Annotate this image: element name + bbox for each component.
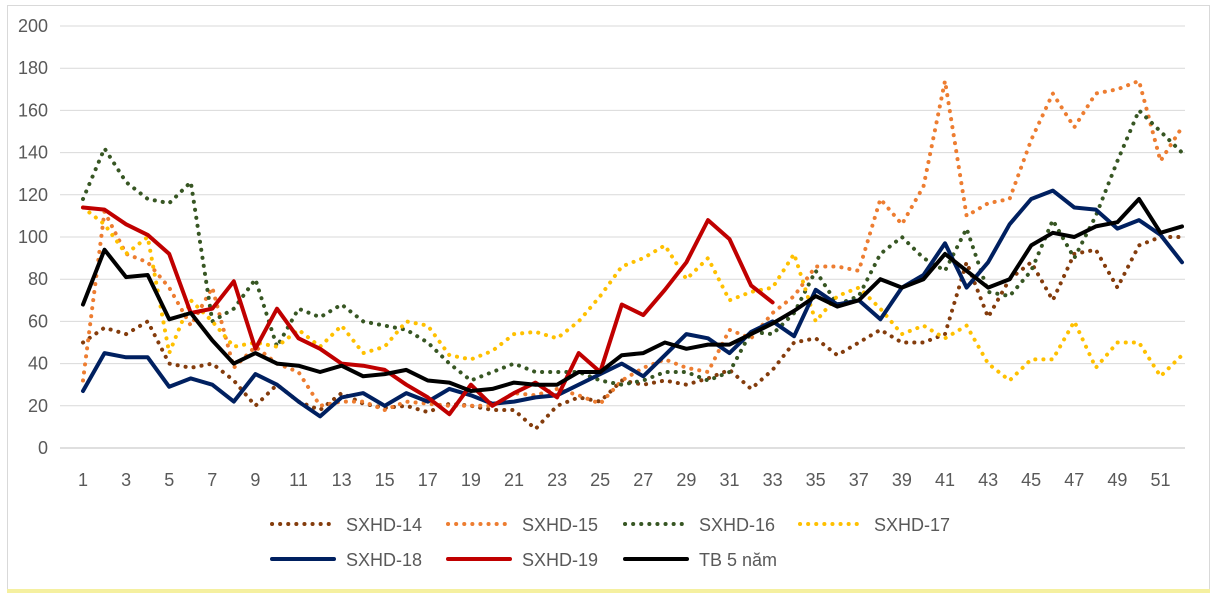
legend-label: TB 5 năm [699,550,777,570]
x-tick-label: 17 [418,470,438,490]
series-line-4 [81,205,1184,383]
x-tick-label: 19 [461,470,481,490]
legend-label: SXHD-18 [346,550,422,570]
x-tick-label: 11 [289,470,308,490]
x-tick-label: 33 [763,470,783,490]
y-tick-label: 0 [38,438,48,458]
series-line-2 [81,78,1184,412]
gridlines [60,25,1185,407]
x-tick-label: 43 [978,470,998,490]
legend-item: SXHD-17 [798,515,950,535]
legend-label: SXHD-14 [346,515,422,535]
y-tick-label: 120 [18,185,48,205]
x-tick-label: 21 [504,470,524,490]
x-tick-label: 49 [1107,470,1127,490]
y-tick-label: 100 [18,227,48,247]
x-tick-label: 5 [164,470,174,490]
legend-label: SXHD-17 [874,515,950,535]
legend-item: SXHD-18 [270,550,422,570]
series-group [81,78,1184,431]
x-tick-label: 47 [1064,470,1084,490]
x-tick-label: 29 [676,470,696,490]
legend-label: SXHD-16 [699,515,775,535]
x-tick-label: 45 [1021,470,1041,490]
x-tick-label: 15 [375,470,395,490]
series-line-5 [81,188,1184,419]
series-line-6 [81,205,775,417]
y-tick-label: 40 [28,354,48,374]
legend-label: SXHD-19 [522,550,598,570]
x-tick-label: 7 [207,470,217,490]
legend-item: SXHD-16 [623,515,775,535]
series-line-1 [81,235,1184,431]
x-tick-label: 39 [892,470,912,490]
x-tick-label: 9 [250,470,260,490]
x-tick-label: 23 [547,470,567,490]
x-tick-label: 35 [806,470,826,490]
y-tick-label: 80 [28,269,48,289]
x-tick-label: 27 [633,470,653,490]
x-axis-ticks: 1 3 5 7 9 11 13 15 17 19 21 23 25 27 29 31 33 35 37 39 41 43 4… [78,470,1171,490]
legend-item: SXHD-15 [446,515,598,535]
series-line-3 [81,108,1184,387]
legend-item: TB 5 năm [623,550,777,570]
x-tick-label: 3 [121,470,131,490]
legend-item: SXHD-14 [270,515,422,535]
x-tick-label: 31 [719,470,739,490]
x-tick-label: 13 [332,470,352,490]
y-tick-label: 20 [28,396,48,416]
x-tick-label: 41 [935,470,955,490]
legend-label: SXHD-15 [522,515,598,535]
x-tick-label: 25 [590,470,610,490]
x-tick-label: 37 [849,470,869,490]
x-tick-label: 51 [1150,470,1170,490]
series-line-7 [81,197,1184,393]
y-axis-ticks: 0 20 40 60 80 100 120 140 160 180 200 [18,16,48,458]
y-tick-label: 160 [18,100,48,120]
y-tick-label: 140 [18,143,48,163]
legend: SXHD-14 SXHD-15 SXHD-16 SXHD-17 SXHD-18 SXHD-… [270,515,950,570]
y-tick-label: 60 [28,311,48,331]
y-tick-label: 180 [18,58,48,78]
bottom-strip [7,589,1210,593]
y-tick-label: 200 [18,16,48,36]
x-tick-label: 1 [78,470,88,490]
legend-item: SXHD-19 [446,550,598,570]
